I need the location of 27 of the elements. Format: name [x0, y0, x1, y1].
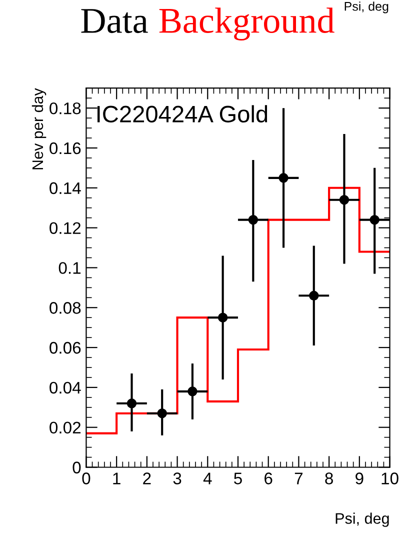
- x-axis-title: Psi, deg: [336, 512, 389, 527]
- y-tick-label: 0.06: [50, 342, 81, 354]
- y-tick-label: 0.04: [50, 382, 81, 394]
- y-tick-label: 0.12: [50, 222, 81, 234]
- x-tick-label: 3: [173, 472, 182, 484]
- annotation: IC220424A Gold: [98, 105, 268, 123]
- text: Background: [159, 8, 334, 40]
- x-tick-label: 7: [294, 472, 303, 484]
- x-tick-label: 8: [325, 472, 333, 484]
- x-tick-label: 4: [203, 472, 212, 484]
- x-tick-label: 2: [143, 472, 151, 484]
- x-tick-label: 10: [382, 472, 398, 484]
- x-tick-label: 9: [356, 472, 364, 484]
- y-tick-label: 0: [72, 462, 81, 474]
- x-tick-label: 0: [82, 472, 90, 484]
- y-tick-label: 0.18: [50, 102, 81, 114]
- text: Psi, deg: [344, 2, 388, 14]
- y-axis-title: Nev per day: [32, 88, 46, 170]
- y-tick-label: 0.02: [50, 422, 81, 434]
- x-tick-label: 5: [234, 472, 242, 484]
- text: Data: [81, 9, 148, 34]
- y-tick-label: 0.1: [58, 262, 81, 274]
- y-tick-label: 0.16: [50, 142, 81, 154]
- y-tick-label: 0.14: [50, 182, 81, 194]
- x-tick-label: 6: [264, 472, 272, 484]
- y-tick-label: 0.08: [50, 302, 81, 314]
- x-tick-label: 1: [113, 472, 120, 484]
